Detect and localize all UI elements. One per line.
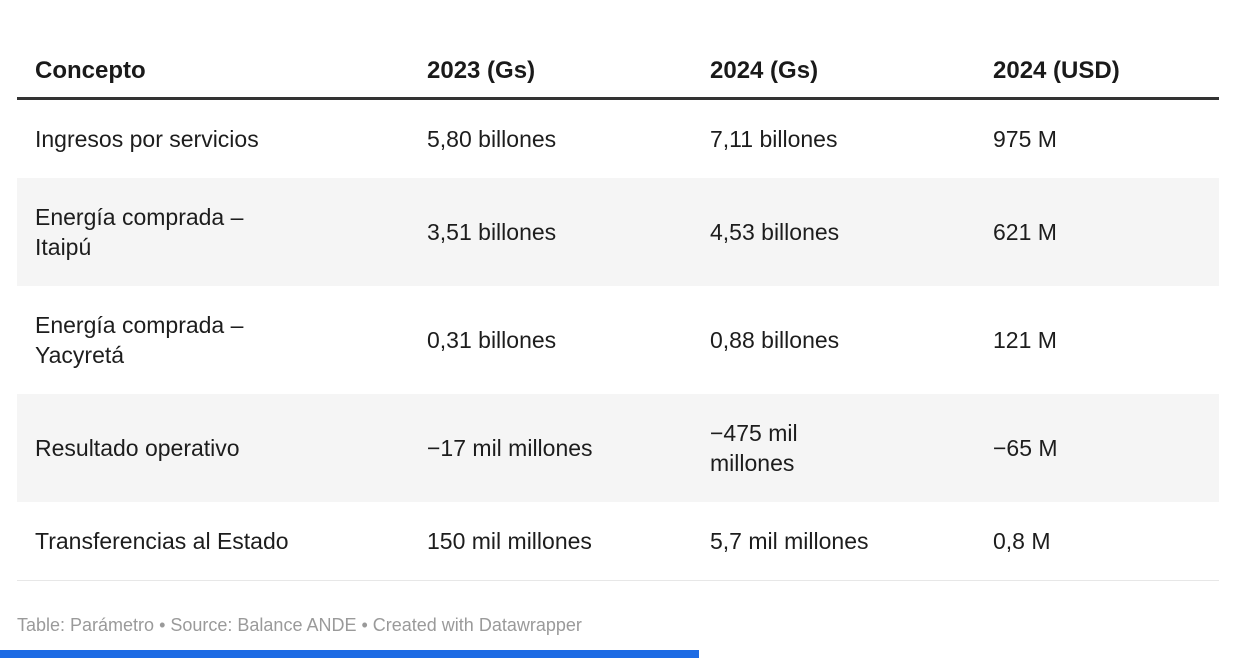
- cell-2024-usd: 0,8 M: [975, 502, 1219, 581]
- cell-2023-gs: 3,51 billones: [427, 219, 557, 245]
- cell-2024-usd: 975 M: [993, 126, 1057, 152]
- table-row: Resultado operativo −17 mil millones −47…: [17, 394, 1219, 502]
- cell-concepto: Resultado operativo: [35, 435, 240, 461]
- cell-2024-gs: 5,7 mil millones: [692, 502, 975, 581]
- cell-2024-usd: −65 M: [993, 435, 1058, 461]
- column-header-concepto: Concepto: [17, 40, 409, 100]
- cell-2023-gs: 0,31 billones: [427, 327, 557, 353]
- table-row: Energía comprada – Yacyretá 0,31 billone…: [17, 286, 1219, 394]
- table-row: Transferencias al Estado 150 mil millone…: [17, 502, 1219, 581]
- bottom-accent-bar: [0, 650, 699, 658]
- cell-2024-gs: 7,11 billones: [710, 126, 838, 152]
- cell-concepto: Transferencias al Estado: [17, 502, 409, 581]
- table-header: Concepto 2023 (Gs) 2024 (Gs) 2024 (USD): [17, 40, 1219, 100]
- cell-2024-gs: 0,88 billones: [710, 327, 840, 353]
- cell-2023-gs: 5,80 billones: [427, 126, 557, 152]
- cell-concepto: Ingresos por servicios: [35, 126, 259, 152]
- cell-2024-usd: 621 M: [993, 219, 1057, 245]
- table-footer-attribution: Table: Parámetro • Source: Balance ANDE …: [17, 615, 582, 635]
- cell-2024-gs: 4,53 billones: [710, 219, 840, 245]
- cell-2023-gs: −17 mil millones: [427, 435, 593, 461]
- table-body: Ingresos por servicios 5,80 billones 7,1…: [17, 99, 1219, 581]
- datawrapper-table-page: Concepto 2023 (Gs) 2024 (Gs) 2024 (USD) …: [17, 40, 1219, 635]
- cell-2024-gs: −475 mil millones: [710, 420, 798, 476]
- cell-concepto: Energía comprada – Yacyretá: [35, 312, 244, 368]
- table-row: Energía comprada – Itaipú 3,51 billones …: [17, 178, 1219, 286]
- cell-concepto: Energía comprada – Itaipú: [35, 204, 244, 260]
- column-header-2024-gs: 2024 (Gs): [692, 40, 975, 100]
- cell-2024-usd: 121 M: [993, 327, 1057, 353]
- column-header-2023-gs: 2023 (Gs): [409, 40, 692, 100]
- cell-2023-gs: 150 mil millones: [409, 502, 692, 581]
- table-row: Ingresos por servicios 5,80 billones 7,1…: [17, 99, 1219, 179]
- header-row: Concepto 2023 (Gs) 2024 (Gs) 2024 (USD): [17, 40, 1219, 100]
- column-header-2024-usd: 2024 (USD): [975, 40, 1219, 100]
- data-table: Concepto 2023 (Gs) 2024 (Gs) 2024 (USD) …: [17, 40, 1219, 581]
